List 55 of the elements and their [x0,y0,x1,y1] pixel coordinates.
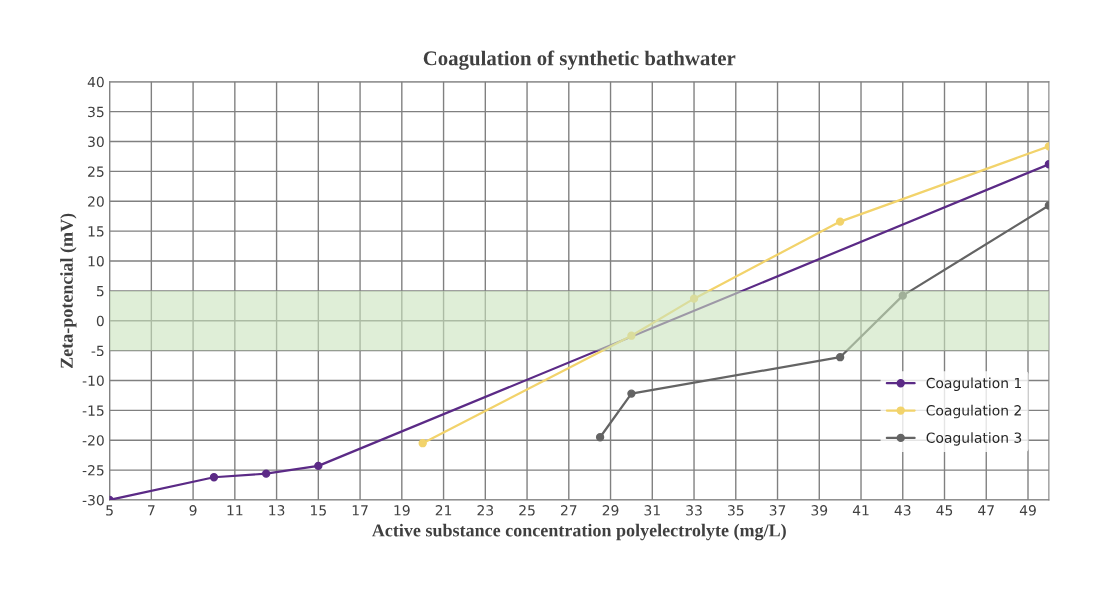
y-tick-label: 5 [96,286,104,297]
y-tick-label: 0 [96,315,104,327]
y-tick-label: -25 [82,465,104,476]
y-tick-label: 15 [88,226,104,237]
point [835,353,845,362]
x-tick-label: 7 [148,505,155,516]
x-tick-label: 29 [602,505,619,516]
x-tick-label: 31 [644,505,660,516]
point [418,439,427,448]
legend-label: Coagulation 2 [926,404,1021,419]
x-tick-label: 17 [352,505,368,516]
point [689,294,699,303]
y-axis-title: Zeta-potencial (mV) [60,213,77,368]
x-axis-title: Active substance concentration polyelectrolyte (mg/L) [371,523,786,541]
x-tick-label: 43 [894,505,911,516]
y-tick-label: 10 [88,255,104,267]
x-tick-label: 23 [477,505,494,516]
x-tick-label: 41 [852,505,869,516]
point [627,331,636,340]
y-tick-label: -30 [82,494,104,506]
x-tick-label: 15 [311,505,326,516]
point [209,473,219,482]
point [627,389,636,398]
x-tick-label: 21 [435,505,452,516]
legend-label: Coagulation 1 [926,377,1021,391]
x-tick-label: 11 [227,505,243,516]
x-tick-label: 13 [269,505,285,516]
x-tick-label: 19 [394,505,410,516]
y-tick-label: -10 [82,375,104,386]
x-tick-label: 39 [811,505,828,516]
y-tick-label: -15 [82,405,104,416]
x-tick-label: 9 [189,505,197,516]
x-tick-label: 37 [769,505,786,516]
y-tick-label: 40 [87,76,104,88]
x-tick-label: 47 [978,505,994,516]
x-tick-label: 49 [1019,505,1036,516]
point [595,433,605,442]
x-tick-label: 33 [686,505,702,516]
y-tick-label: 20 [88,196,104,207]
y-tick-label: 25 [88,166,104,177]
x-tick-label: 5 [106,505,113,516]
legend-label: Coagulation 3 [926,432,1022,446]
point [314,461,323,471]
x-tick-label: 27 [560,505,577,516]
y-tick-label: 35 [88,106,104,118]
y-tick-label: 30 [88,136,104,148]
point [261,469,271,478]
y-tick-label: -20 [82,435,104,446]
point [835,217,845,226]
x-tick-label: 35 [728,505,744,516]
chart-title: Coagulation of synthetic bathwater [423,50,736,70]
x-tick-label: 25 [519,505,535,516]
y-tick-label: -5 [91,345,104,357]
x-tick-label: 45 [936,505,953,516]
point [898,291,907,300]
